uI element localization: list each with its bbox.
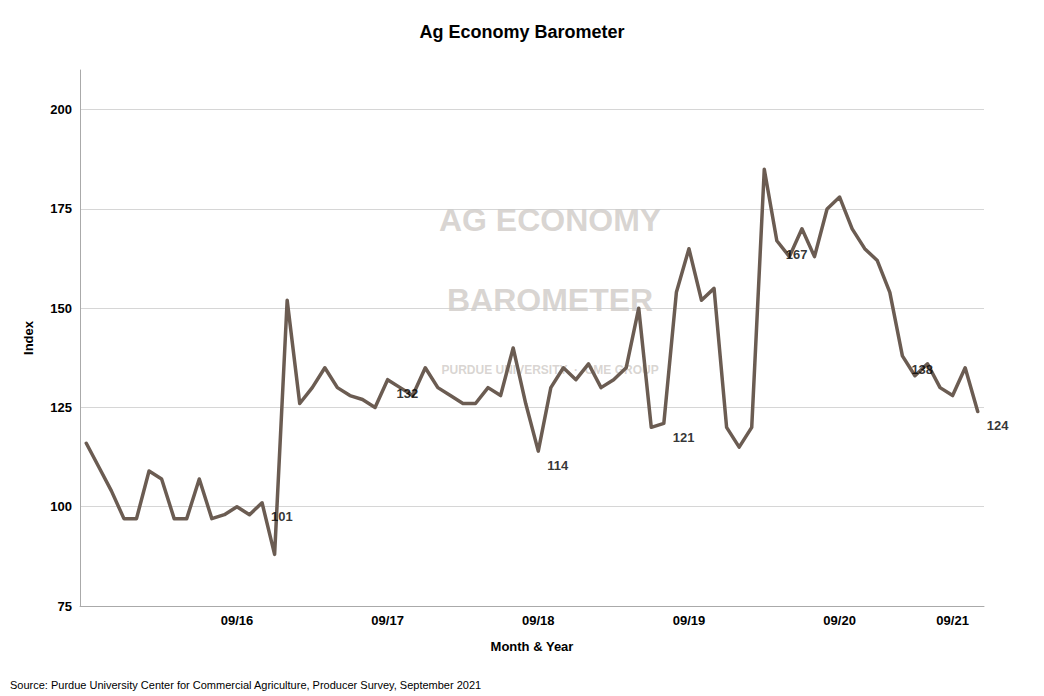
svg-text:Ag Economy Barometer: Ag Economy Barometer — [419, 22, 624, 42]
svg-text:114: 114 — [547, 458, 569, 473]
svg-text:BAROMETER: BAROMETER — [447, 282, 653, 318]
svg-text:Month & Year: Month & Year — [491, 639, 574, 654]
svg-text:09/18: 09/18 — [522, 613, 555, 628]
svg-text:121: 121 — [673, 430, 695, 445]
svg-text:09/16: 09/16 — [221, 613, 254, 628]
svg-text:09/19: 09/19 — [673, 613, 706, 628]
svg-text:100: 100 — [50, 499, 72, 514]
svg-text:138: 138 — [911, 362, 933, 377]
svg-text:75: 75 — [58, 599, 72, 614]
svg-text:200: 200 — [50, 102, 72, 117]
svg-text:09/17: 09/17 — [371, 613, 404, 628]
svg-text:132: 132 — [397, 386, 419, 401]
svg-text:PURDUE UNIVERSITY · CME GROUP: PURDUE UNIVERSITY · CME GROUP — [441, 363, 659, 378]
svg-text:125: 125 — [50, 400, 72, 415]
svg-text:AG ECONOMY: AG ECONOMY — [439, 202, 661, 238]
svg-text:Source: Purdue University Cent: Source: Purdue University Center for Com… — [10, 679, 481, 691]
svg-text:167: 167 — [786, 247, 808, 262]
svg-text:150: 150 — [50, 301, 72, 316]
svg-text:09/21: 09/21 — [936, 613, 969, 628]
svg-text:175: 175 — [50, 201, 72, 216]
svg-text:09/20: 09/20 — [823, 613, 856, 628]
svg-text:101: 101 — [271, 509, 293, 524]
svg-text:Index: Index — [21, 320, 36, 355]
svg-text:124: 124 — [987, 418, 1009, 433]
